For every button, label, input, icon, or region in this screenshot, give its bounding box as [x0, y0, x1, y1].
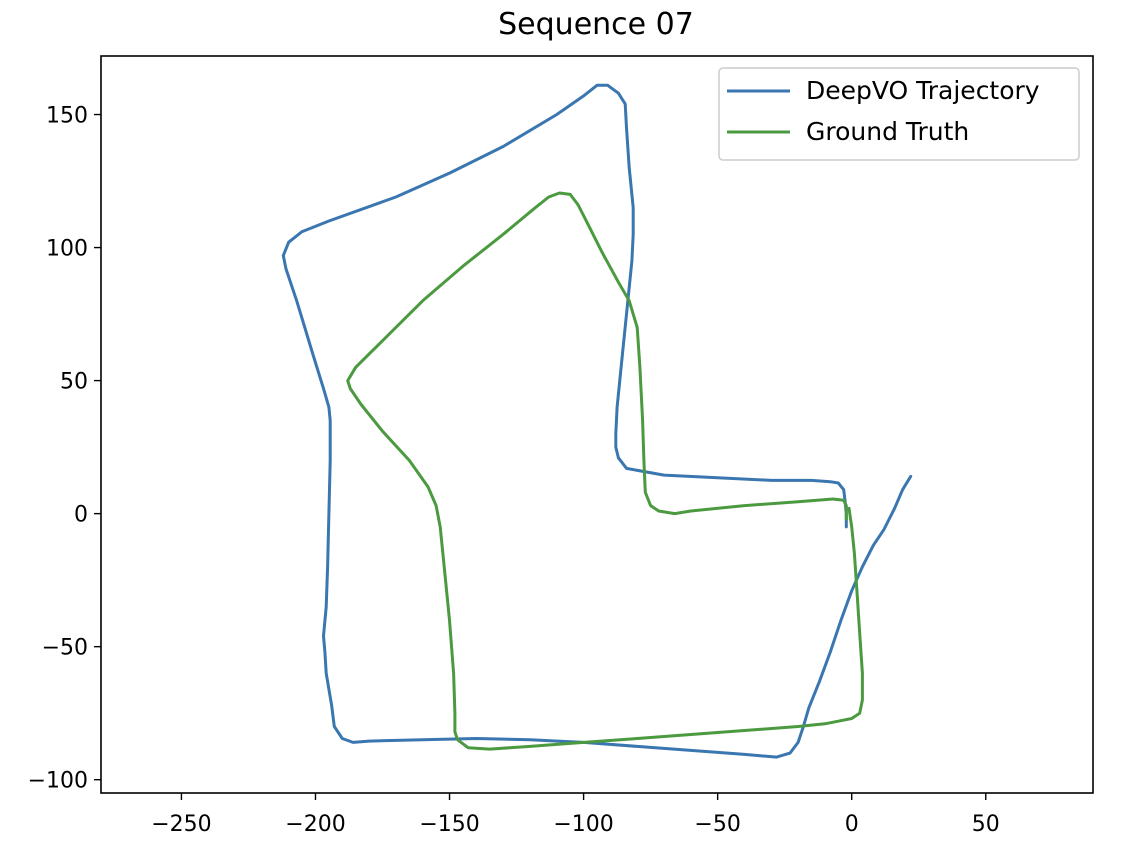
legend-box [718, 67, 1080, 161]
x-tick-label: 50 [972, 812, 1000, 837]
y-tick-label: 50 [60, 370, 88, 395]
y-tick-label: −100 [28, 769, 88, 794]
y-axis-ticks: −100 −50 0 50 100 150 [28, 104, 101, 794]
legend-label-ground-truth: Ground Truth [806, 117, 969, 146]
legend-label-deepvo: DeepVO Trajectory [806, 76, 1040, 105]
x-axis-ticks: −250 −200 −150 −100 −50 0 50 [151, 793, 1000, 837]
x-tick-label: −150 [419, 812, 479, 837]
y-tick-label: 100 [46, 237, 88, 262]
x-tick-label: −100 [553, 812, 613, 837]
x-tick-label: −200 [285, 812, 345, 837]
x-tick-label: −250 [151, 812, 211, 837]
y-tick-label: −50 [42, 636, 88, 661]
y-tick-label: 0 [74, 503, 88, 528]
series-line-ground-truth [346, 191, 864, 751]
series-line-deepvo [281, 83, 913, 759]
plot-area-frame [100, 55, 1094, 794]
x-tick-label: 0 [845, 812, 859, 837]
legend: DeepVO Trajectory Ground Truth [718, 67, 1080, 161]
chart-title: Sequence 07 [498, 7, 694, 42]
y-tick-label: 150 [46, 104, 88, 129]
series-layer [281, 83, 913, 759]
x-tick-label: −50 [694, 812, 740, 837]
